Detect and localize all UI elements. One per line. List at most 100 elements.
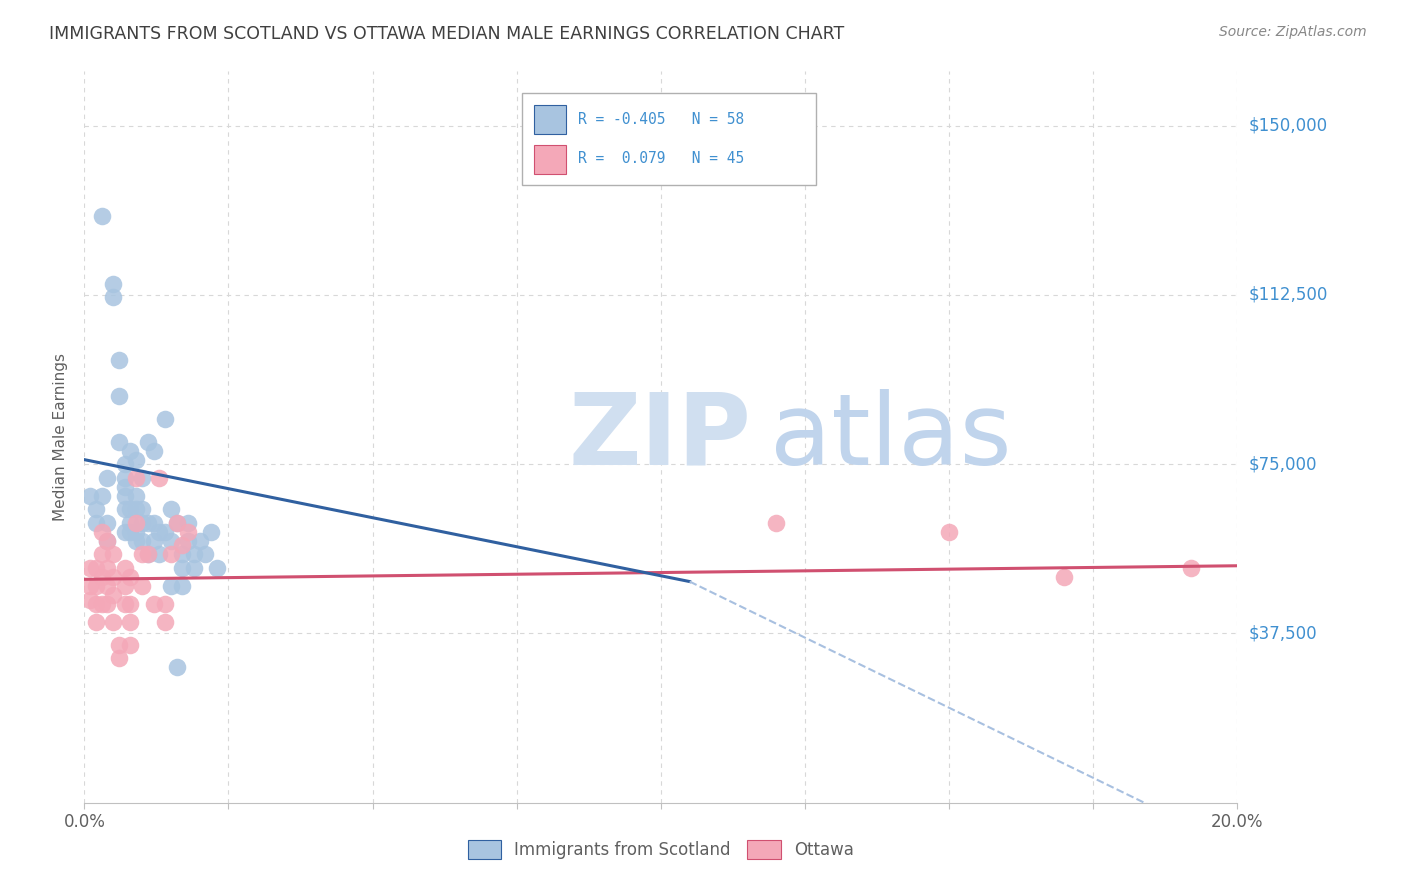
Point bbox=[125, 533, 148, 548]
Text: Source: ZipAtlas.com: Source: ZipAtlas.com bbox=[1219, 25, 1367, 39]
Point bbox=[114, 524, 136, 539]
Point bbox=[166, 516, 188, 530]
Text: atlas: atlas bbox=[770, 389, 1012, 485]
Point bbox=[120, 502, 142, 516]
Point bbox=[120, 638, 142, 652]
Point bbox=[120, 615, 142, 630]
Text: ZIP: ZIP bbox=[568, 389, 751, 485]
Point bbox=[84, 502, 107, 516]
Point bbox=[120, 597, 142, 611]
Point bbox=[108, 434, 131, 449]
Point bbox=[1053, 570, 1076, 584]
Text: R = -0.405   N = 58: R = -0.405 N = 58 bbox=[578, 112, 744, 127]
Point bbox=[160, 502, 183, 516]
Point bbox=[131, 471, 153, 485]
Point bbox=[142, 533, 165, 548]
Point bbox=[96, 597, 118, 611]
Point bbox=[142, 597, 165, 611]
Point bbox=[172, 579, 194, 593]
Point bbox=[125, 502, 148, 516]
Point bbox=[90, 209, 112, 223]
Point bbox=[205, 561, 228, 575]
Point bbox=[103, 290, 124, 304]
Point bbox=[84, 561, 107, 575]
Text: $150,000: $150,000 bbox=[1249, 117, 1327, 135]
Point bbox=[177, 533, 200, 548]
Point bbox=[96, 561, 118, 575]
Point bbox=[131, 502, 153, 516]
Point bbox=[120, 524, 142, 539]
Point bbox=[114, 597, 136, 611]
Point bbox=[136, 548, 159, 562]
Point bbox=[120, 516, 142, 530]
Point bbox=[114, 480, 136, 494]
Point bbox=[84, 579, 107, 593]
Point bbox=[114, 502, 136, 516]
Point bbox=[103, 588, 124, 602]
Point bbox=[114, 579, 136, 593]
Point bbox=[90, 524, 112, 539]
Point bbox=[108, 389, 131, 403]
Point bbox=[103, 570, 124, 584]
Point bbox=[136, 548, 159, 562]
Point bbox=[108, 353, 131, 368]
Point bbox=[125, 489, 148, 503]
Point bbox=[938, 524, 960, 539]
Text: $75,000: $75,000 bbox=[1249, 455, 1317, 473]
Point bbox=[120, 570, 142, 584]
Point bbox=[153, 524, 176, 539]
Point bbox=[84, 615, 107, 630]
Point bbox=[79, 489, 101, 503]
Point bbox=[96, 471, 118, 485]
Bar bbox=[534, 145, 567, 174]
Point bbox=[103, 548, 124, 562]
Point bbox=[103, 277, 124, 291]
Point bbox=[148, 471, 170, 485]
Point bbox=[125, 452, 148, 467]
Point bbox=[131, 548, 153, 562]
Point bbox=[188, 533, 211, 548]
Text: $37,500: $37,500 bbox=[1249, 624, 1317, 642]
Point bbox=[131, 533, 153, 548]
Point bbox=[96, 579, 118, 593]
Point bbox=[160, 533, 183, 548]
Point bbox=[177, 516, 200, 530]
Point bbox=[172, 561, 194, 575]
Point bbox=[194, 548, 217, 562]
FancyBboxPatch shape bbox=[523, 94, 817, 185]
Point bbox=[160, 548, 183, 562]
Point bbox=[84, 516, 107, 530]
Point bbox=[166, 660, 188, 674]
Point bbox=[96, 533, 118, 548]
Point bbox=[200, 524, 222, 539]
Point bbox=[183, 548, 205, 562]
Point bbox=[108, 638, 131, 652]
Point bbox=[125, 516, 148, 530]
Point bbox=[153, 615, 176, 630]
Point bbox=[79, 592, 101, 607]
Point bbox=[136, 516, 159, 530]
Point bbox=[90, 489, 112, 503]
Point bbox=[120, 443, 142, 458]
Point bbox=[131, 579, 153, 593]
Legend: Immigrants from Scotland, Ottawa: Immigrants from Scotland, Ottawa bbox=[460, 831, 862, 868]
Point bbox=[177, 524, 200, 539]
Point bbox=[765, 516, 787, 530]
Point bbox=[142, 443, 165, 458]
Point bbox=[125, 524, 148, 539]
Point bbox=[90, 597, 112, 611]
Point bbox=[114, 561, 136, 575]
Text: IMMIGRANTS FROM SCOTLAND VS OTTAWA MEDIAN MALE EARNINGS CORRELATION CHART: IMMIGRANTS FROM SCOTLAND VS OTTAWA MEDIA… bbox=[49, 25, 845, 43]
Point bbox=[96, 516, 118, 530]
Bar bbox=[534, 105, 567, 135]
Point bbox=[114, 457, 136, 471]
Point bbox=[96, 533, 118, 548]
Point bbox=[84, 597, 107, 611]
Point bbox=[160, 579, 183, 593]
Point bbox=[142, 516, 165, 530]
Text: R =  0.079   N = 45: R = 0.079 N = 45 bbox=[578, 151, 744, 166]
Point bbox=[90, 548, 112, 562]
Point bbox=[79, 579, 101, 593]
Point bbox=[166, 516, 188, 530]
Point bbox=[103, 615, 124, 630]
